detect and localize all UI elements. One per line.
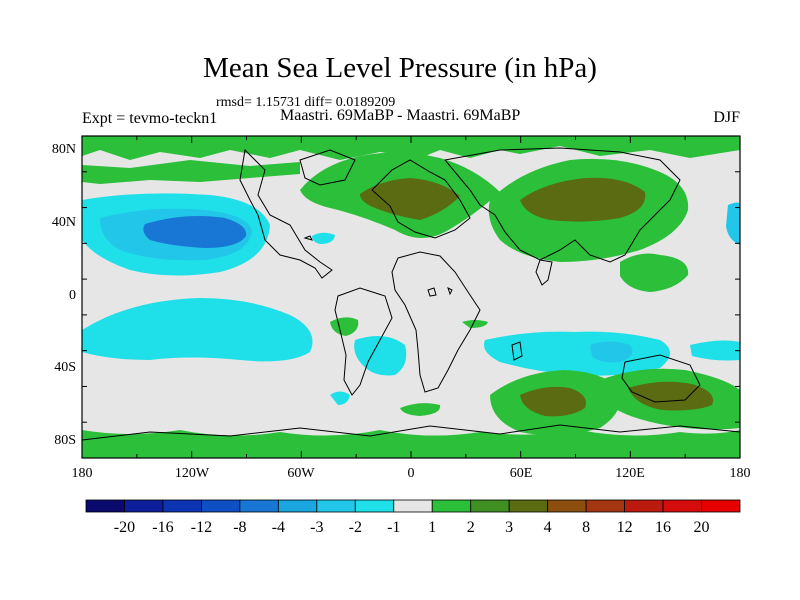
- stats-line: rmsd= 1.15731 diff= 0.0189209: [216, 95, 396, 110]
- experiment-label: Expt = tevmo-teckn1: [82, 110, 218, 127]
- colorbar-label: -2: [349, 519, 362, 536]
- colorbar-label: 12: [617, 519, 633, 536]
- colorbar-label: -16: [152, 519, 173, 536]
- colorbar-box: [624, 499, 664, 513]
- colorbar-label: -3: [310, 519, 323, 536]
- europe-strong-region: [360, 178, 460, 220]
- south-atlantic-small-negative: [330, 391, 350, 405]
- colorbar-label: 4: [544, 519, 552, 536]
- season-label: DJF: [713, 109, 740, 126]
- colorbar-label: -4: [272, 519, 285, 536]
- x-tick-label-60w: 60W: [287, 466, 315, 481]
- x-tick-label-180w: 180: [72, 466, 93, 481]
- australia-coastline: [621, 354, 701, 403]
- colorbar-box: [201, 499, 241, 513]
- y-tick-label-40n: 40N: [52, 215, 76, 230]
- southern-indian-strong-region: [520, 386, 586, 417]
- indian-ocean-negative-core: [590, 341, 633, 363]
- runs-label: Maastri. 69MaBP - Maastri. 69MaBP: [280, 107, 521, 124]
- southeast-negative-region: [690, 340, 740, 361]
- south-america-coastline: [334, 287, 393, 396]
- colorbar-box: [662, 499, 702, 513]
- south-atlantic-positive-strip: [400, 403, 441, 416]
- x-tick-label-120w: 120W: [175, 466, 210, 481]
- south-pacific-small-positive: [330, 317, 359, 336]
- colorbar-box: [354, 499, 395, 513]
- y-tick-label-80n: 80N: [52, 142, 76, 157]
- coastlines: [82, 147, 740, 441]
- africa-coastline: [391, 251, 481, 393]
- asia-coastline: [444, 147, 681, 263]
- colorbar-label: -20: [114, 519, 135, 536]
- colorbar-box: [162, 499, 202, 513]
- colorbar-box: [585, 499, 625, 513]
- india-coastline: [535, 259, 553, 286]
- greenland-coastline: [299, 149, 356, 186]
- colorbar-label: 1: [428, 519, 436, 536]
- colorbar-box: [431, 499, 472, 513]
- colorbar-box: [547, 499, 587, 513]
- colorbar-box: [701, 499, 741, 513]
- colorbar-label: -8: [233, 519, 246, 536]
- colorbar-box: [508, 499, 549, 513]
- colorbar-box: [393, 499, 433, 513]
- colorbar-label: 8: [582, 519, 590, 536]
- colorbar-label: 20: [694, 519, 710, 536]
- atlantic-small-negative: [312, 232, 335, 244]
- east-asia-positive-region: [620, 253, 689, 292]
- colorbar-label: 3: [505, 519, 513, 536]
- madagascar-coastline: [511, 341, 523, 361]
- asia-strong-region: [520, 177, 646, 222]
- colorbar-labels: -20 -16 -12 -8 -4 -3 -2 -1 1 2 3 4 8 12 16 20: [114, 519, 710, 536]
- y-tick-label-80s: 80S: [54, 433, 76, 448]
- colorbar: [85, 499, 741, 513]
- colorbar-label: 16: [655, 519, 671, 536]
- colorbar-label: -12: [191, 519, 212, 536]
- small-islands-coastline: [303, 235, 453, 297]
- plot-title: Mean Sea Level Pressure (in hPa): [203, 52, 597, 84]
- colorbar-label: 2: [467, 519, 475, 536]
- colorbar-box: [470, 499, 510, 513]
- south-pacific-negative-region: [82, 298, 313, 362]
- colorbar-box: [124, 499, 164, 513]
- europe-coastline: [371, 159, 471, 239]
- colorbar-box: [316, 499, 356, 513]
- indian-ocean-negative-region: [484, 331, 670, 376]
- arctic-positive-region: [82, 136, 740, 160]
- y-tick-label-0: 0: [69, 288, 76, 303]
- colorbar-box: [239, 499, 279, 513]
- south-mid-positive: [462, 320, 488, 328]
- north-pacific-negative-center: [143, 216, 247, 248]
- x-tick-label-120e: 120E: [615, 466, 645, 481]
- southern-pacific-strong-region: [628, 381, 714, 411]
- arctic-positive-region-2: [82, 160, 300, 184]
- east-edge-negative-region: [726, 202, 740, 245]
- antarctica-coastline: [82, 424, 740, 441]
- north-america-coastline: [239, 148, 333, 279]
- colorbar-box: [85, 499, 125, 513]
- colorbar-label: -1: [387, 519, 400, 536]
- colorbar-box: [277, 499, 318, 513]
- x-tick-label-60e: 60E: [510, 466, 533, 481]
- axis-tick-marks: [81, 135, 741, 459]
- x-tick-label-0: 0: [408, 466, 415, 481]
- y-tick-label-40s: 40S: [54, 360, 76, 375]
- x-tick-label-180e: 180: [730, 466, 751, 481]
- antarctic-positive-region: [82, 430, 740, 458]
- pressure-contours: [82, 136, 740, 458]
